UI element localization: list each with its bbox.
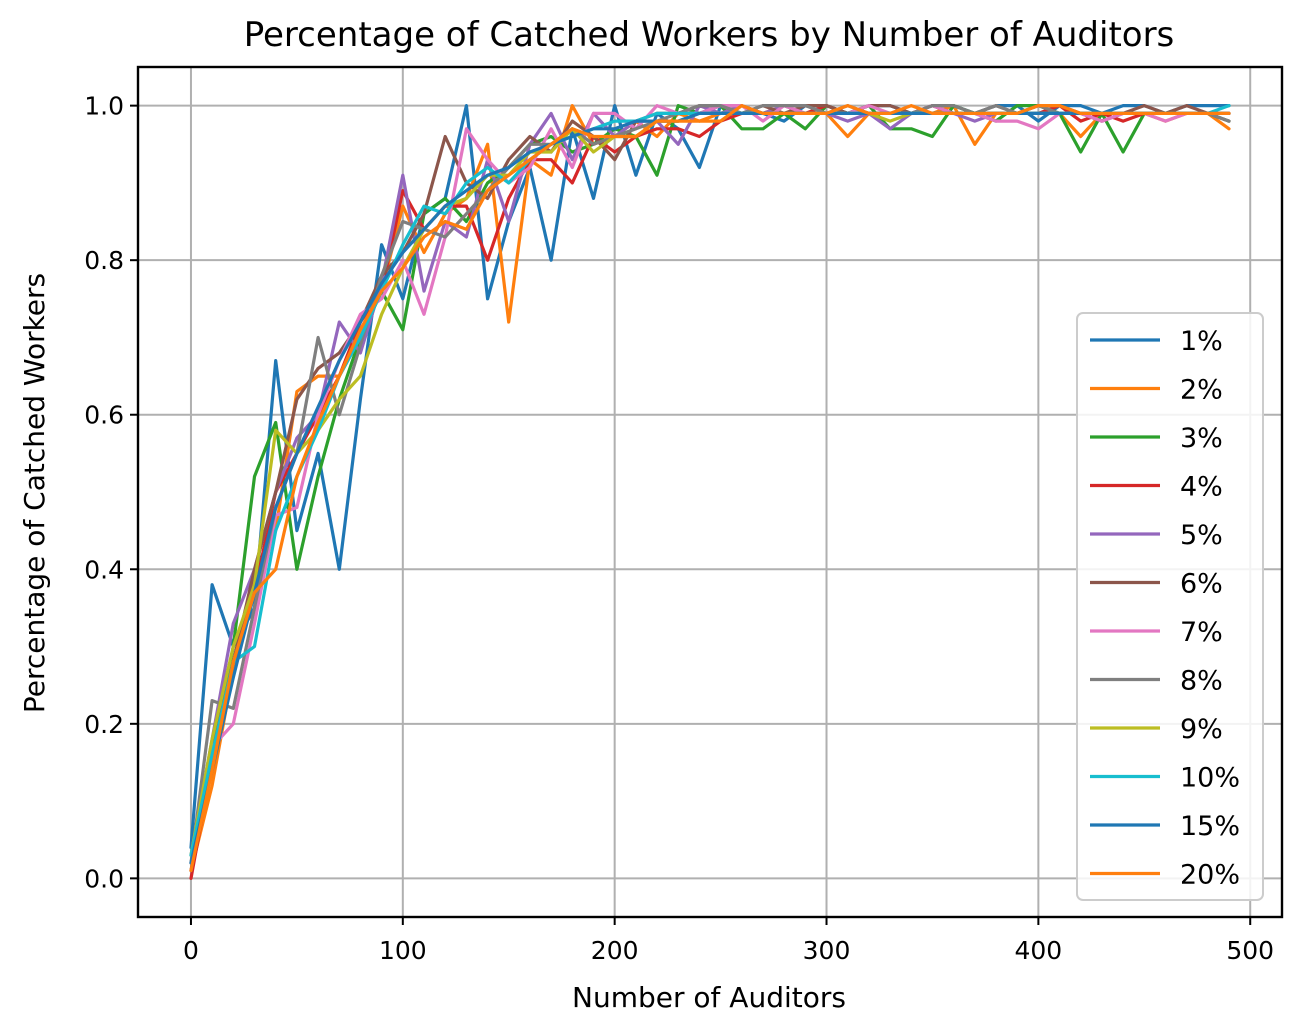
y-tick-label: 0.2	[84, 710, 124, 739]
chart-title: Percentage of Catched Workers by Number …	[244, 15, 1175, 55]
legend-label: 2%	[1180, 375, 1223, 406]
legend-label: 9%	[1180, 714, 1223, 745]
y-tick-label: 1.0	[84, 92, 124, 121]
y-tick-label: 0.6	[84, 401, 124, 430]
x-tick-label: 200	[591, 936, 639, 965]
legend: 1% 2% 3% 4% 5% 6% 7% 8% 9% 10% 15% 20%	[1076, 312, 1264, 901]
legend-label: 8%	[1180, 666, 1223, 697]
legend-label: 5%	[1180, 520, 1223, 551]
legend-box	[1076, 312, 1264, 901]
legend-label: 4%	[1180, 472, 1223, 503]
series-line-20pct	[189, 103, 1231, 873]
plot-frame	[136, 65, 1284, 919]
legend-label: 20%	[1180, 860, 1240, 891]
legend-label: 3%	[1180, 423, 1223, 454]
series-group	[189, 103, 1231, 881]
y-tick-label: 0.0	[84, 864, 124, 893]
legend-label: 1%	[1180, 326, 1223, 357]
y-axis-label: Percentage of Catched Workers	[18, 273, 51, 713]
x-tick-label: 100	[379, 936, 427, 965]
y-tick-label: 0.4	[84, 555, 124, 584]
series-line-7pct	[189, 103, 1231, 865]
x-tick-label: 0	[183, 936, 199, 965]
y-axis: 0.0 0.2 0.4 0.6 0.8 1.0	[84, 92, 138, 893]
x-tick-label: 400	[1015, 936, 1063, 965]
legend-label: 6%	[1180, 569, 1223, 600]
legend-label: 15%	[1180, 811, 1240, 842]
x-tick-label: 300	[803, 936, 851, 965]
series-line-15pct	[189, 111, 1231, 865]
legend-label: 7%	[1180, 617, 1223, 648]
y-tick-label: 0.8	[84, 246, 124, 275]
x-axis: 0 100 200 300 400 500	[183, 917, 1274, 965]
legend-label: 10%	[1180, 763, 1240, 794]
legend-items: 1% 2% 3% 4% 5% 6% 7% 8% 9% 10% 15% 20%	[1090, 326, 1240, 891]
x-tick-label: 500	[1226, 936, 1274, 965]
x-axis-label: Number of Auditors	[572, 981, 846, 1014]
